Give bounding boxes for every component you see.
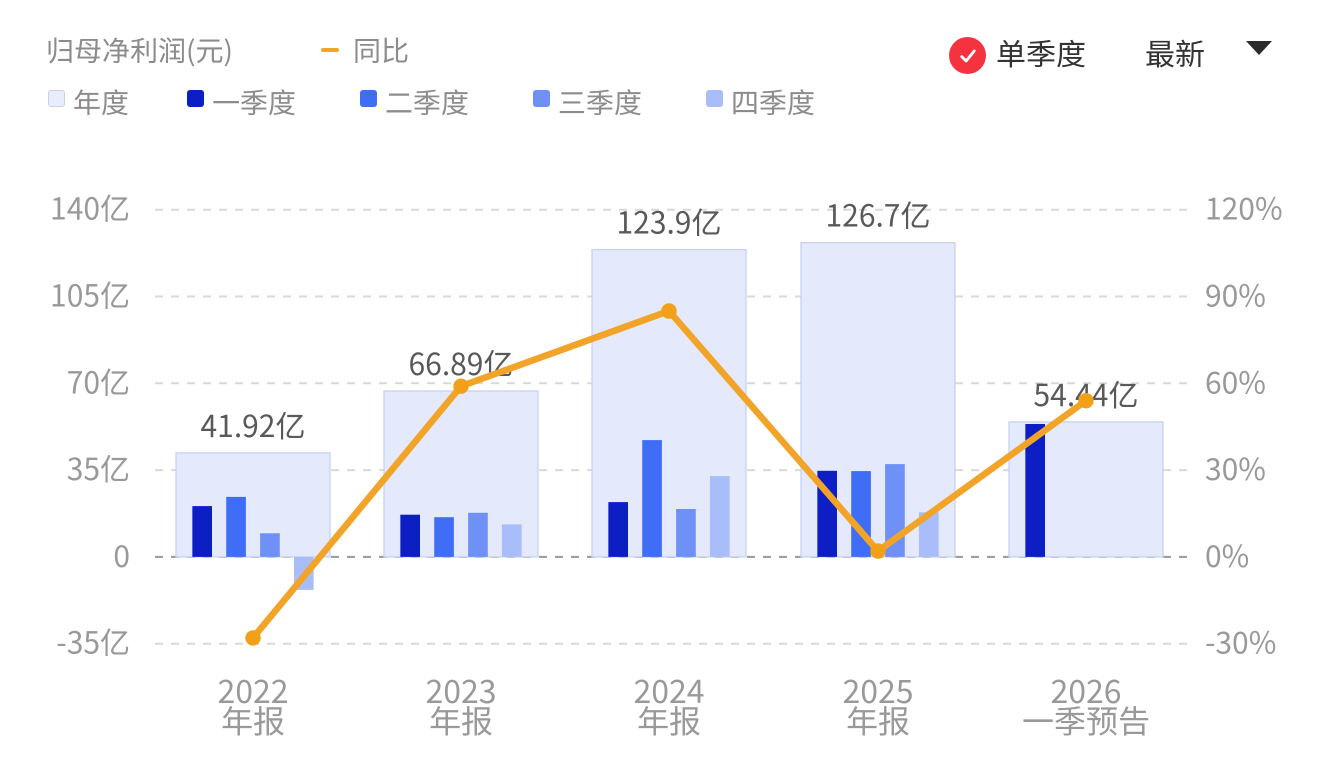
- svg-text:0: 0: [113, 532, 130, 576]
- svg-text:一季预告: 一季预告: [1022, 697, 1150, 743]
- svg-text:-30%: -30%: [1205, 619, 1276, 663]
- svg-text:120%: 120%: [1205, 185, 1283, 229]
- svg-text:66.89亿: 66.89亿: [409, 340, 514, 384]
- svg-text:年报: 年报: [429, 697, 493, 743]
- svg-text:年报: 年报: [637, 697, 701, 743]
- svg-text:90%: 90%: [1205, 272, 1266, 316]
- svg-text:70亿: 70亿: [67, 358, 130, 402]
- svg-text:41.92亿: 41.92亿: [201, 402, 306, 446]
- svg-text:140亿: 140亿: [50, 185, 130, 229]
- svg-text:年报: 年报: [846, 697, 910, 743]
- svg-text:126.7亿: 126.7亿: [826, 192, 931, 236]
- svg-text:0%: 0%: [1205, 532, 1249, 576]
- svg-text:35亿: 35亿: [67, 445, 130, 489]
- svg-text:年报: 年报: [221, 697, 285, 743]
- svg-text:30%: 30%: [1205, 445, 1266, 489]
- svg-text:123.9亿: 123.9亿: [617, 199, 722, 243]
- svg-text:60%: 60%: [1205, 358, 1266, 402]
- svg-text:-35亿: -35亿: [56, 619, 130, 663]
- svg-text:105亿: 105亿: [50, 272, 130, 316]
